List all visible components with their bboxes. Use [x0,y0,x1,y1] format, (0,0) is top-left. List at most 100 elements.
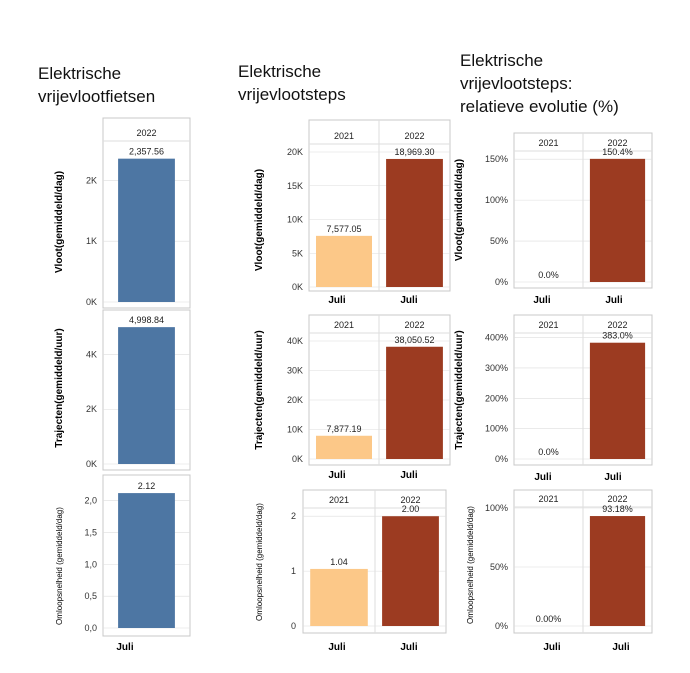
tick-label: 200% [485,393,508,403]
tick-label: 0,0 [84,623,97,633]
tick-label: 10K [287,215,303,225]
data-label: 7,877.19 [326,424,361,434]
data-label: 0.00% [536,614,562,624]
tick-label: 100% [485,503,508,513]
tick-label: 1 [291,566,296,576]
bar [386,346,443,459]
tick-label: 50% [490,562,508,572]
tick-label: 20K [287,395,303,405]
title-steps-line-2: vrijevlootsteps [238,85,346,104]
column-header: 2022 [400,495,420,505]
data-label: 93.18% [602,504,633,514]
bar [118,158,175,302]
tick-label: 0K [292,454,303,464]
tick-label: 0K [292,282,303,292]
tick-label: 100% [485,195,508,205]
tick-label: 0% [495,621,508,631]
x-category-label: Juli [328,642,345,653]
column-header: 2021 [334,131,354,141]
data-label: 150.4% [602,147,633,157]
tick-label: 1,0 [84,559,97,569]
chart-steps-omloop: 2021 2022 0 1 2 1.04 2.00 Omloopsnelheid (gemid… [255,489,447,653]
bar [118,493,175,628]
data-label: 0.0% [538,447,559,457]
tick-label: 0 [291,621,296,631]
column-header: 2022 [404,131,424,141]
y-axis-label: Vloot(gemiddeld/dag) [54,171,65,273]
column-header: 2022 [136,128,156,138]
chart-fietsen-omloop: 0,0 0,5 1,0 1,5 2,0 2.12 Omloopsnelheid (gemid… [55,474,191,653]
x-category-label: Juli [533,295,550,306]
title-fietsen-line-1: Elektrische [38,64,122,83]
column-header: 2022 [404,320,424,330]
y-axis-label: Trajecten(gemiddeld/uur) [454,330,465,449]
title-evolutie-line-3: relatieve evolutie (%) [460,97,619,116]
tick-label: 0K [86,459,97,469]
title-evolutie-line-1: Elektrische [460,51,544,70]
data-label: 38,050.52 [394,335,434,345]
chart-evolutie-omloop: 2021 2022 0% 50% 100% 0.00% 93.18% Omloopsnelhe… [466,489,653,653]
chart-steps-vloot: 2021 2022 0K 5K 10K 15K 20K 7,577.05 18,969.30 Vl… [254,119,451,306]
title-evolutie: Elektrische vrijevlootsteps: relatieve e… [460,49,619,118]
tick-label: 20K [287,147,303,157]
column-header: 2021 [329,495,349,505]
x-category-label: Juli [116,642,133,653]
tick-label: 2 [291,511,296,521]
title-fietsen: Elektrische vrijevlootfietsen [38,62,155,108]
x-category-label: Juli [400,470,417,481]
column-header: 2022 [607,320,627,330]
column-header: 2021 [538,138,558,148]
data-label: 18,969.30 [394,147,434,157]
title-fietsen-line-2: vrijevlootfietsen [38,87,156,106]
bar [386,158,443,287]
y-axis-label: Trajecten(gemiddeld/uur) [54,328,65,447]
tick-label: 15K [287,181,303,191]
x-category-label: Juli [604,472,621,483]
title-steps-line-1: Elektrische [238,62,322,81]
tick-label: 150% [485,154,508,164]
title-evolutie-line-2: vrijevlootsteps: [460,74,573,93]
tick-label: 0K [86,297,97,307]
chart-steps-trajecten: 2021 2022 0K 10K 20K 30K 40K 7,877.19 38,050.52 T… [254,314,451,481]
bar [589,342,646,459]
chart-frame [102,117,191,309]
y-axis-label: Trajecten(gemiddeld/uur) [254,330,265,449]
tick-label: 40K [287,336,303,346]
tick-label: 0% [495,277,508,287]
y-axis-label: Omloopsnelheid (gemiddeld/dag) [255,503,264,621]
tick-label: 1K [86,236,97,246]
chart-fietsen-trajecten: 0K 2K 4K 4,998.84 Trajecten(gemiddeld/uur) [54,309,191,471]
bar [316,435,372,459]
column-header: 2021 [538,320,558,330]
data-label: 2.00 [402,504,420,514]
column-header: 2021 [334,320,354,330]
data-label: 2,357.56 [129,147,164,157]
data-label: 1.04 [330,557,348,567]
x-category-label: Juli [328,470,345,481]
x-category-label: Juli [328,295,345,306]
column-header: 2022 [607,138,627,148]
bar [589,516,646,626]
tick-label: 30K [287,366,303,376]
tick-label: 100% [485,424,508,434]
tick-label: 300% [485,363,508,373]
x-category-label: Juli [543,642,560,653]
chart-fietsen-vloot: 2022 0K 1K 2K 2,357.56 Vloot(gemiddeld/dag) [54,117,191,309]
tick-label: 0% [495,454,508,464]
chart-frame [102,309,191,471]
tick-label: 400% [485,333,508,343]
bar [316,235,372,287]
bar [310,568,368,626]
y-axis-label: Vloot(gemiddeld/dag) [254,169,265,271]
column-header: 2021 [538,494,558,504]
data-label: 4,998.84 [129,315,164,325]
data-label: 2.12 [138,481,156,491]
y-axis-label: Omloopsnelheid (gemiddeld/dag) [466,506,475,624]
data-label: 383.0% [602,331,633,341]
bar [382,516,439,626]
x-category-label: Juli [605,295,622,306]
data-label: 7,577.05 [326,224,361,234]
chart-frame [102,474,191,637]
y-axis-label: Vloot(gemiddeld/dag) [454,159,465,261]
